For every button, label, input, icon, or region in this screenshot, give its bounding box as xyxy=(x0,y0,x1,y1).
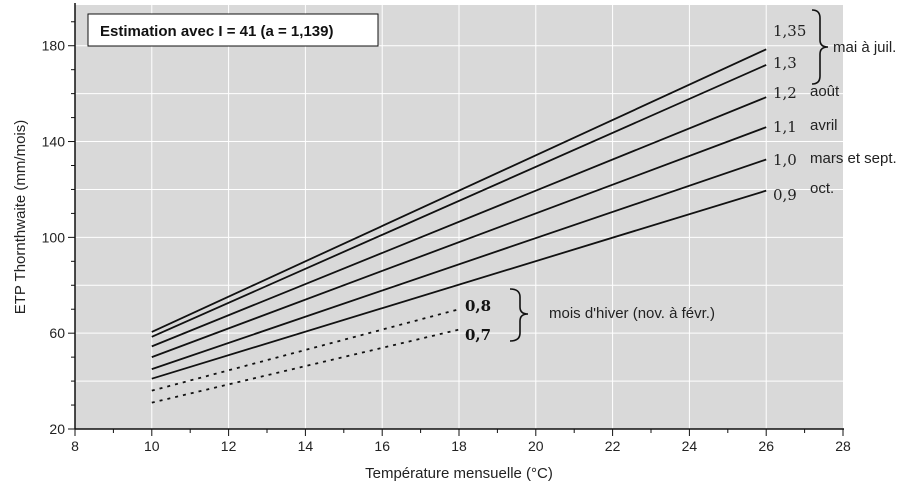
x-tick-label: 18 xyxy=(451,438,467,454)
brace-hiver xyxy=(509,288,529,342)
brace-mai-juil xyxy=(811,9,829,85)
annot-oct: oct. xyxy=(810,180,834,197)
series-line-1-2 xyxy=(151,96,767,348)
grid xyxy=(75,5,843,429)
label-1-0: 1,0 xyxy=(773,151,797,169)
series xyxy=(151,48,767,404)
x-tick-label: 16 xyxy=(374,438,390,454)
x-tick-label: 26 xyxy=(758,438,774,454)
ticks: 8 10 12 14 16 18 20 22 24 26 28 20 60 100 140 180 xyxy=(42,21,851,454)
label-0-8: 0,8 xyxy=(465,297,491,315)
x-tick-label: 14 xyxy=(298,438,314,454)
label-1-1: 1,1 xyxy=(773,118,797,136)
y-axis-title: ETP Thornthwaite (mm/mois) xyxy=(12,120,29,315)
title-box xyxy=(87,13,379,47)
x-tick-label: 12 xyxy=(221,438,237,454)
annot-mars: mars et sept. xyxy=(810,150,897,167)
label-0-9: 0,9 xyxy=(773,186,797,204)
x-tick-label: 28 xyxy=(835,438,851,454)
annot-mai: mai à juil. xyxy=(833,39,896,56)
x-tick-label: 10 xyxy=(144,438,160,454)
x-tick-label: 24 xyxy=(682,438,698,454)
chart-title: Estimation avec I = 41 (a = 1,139) xyxy=(100,23,333,40)
x-tick-label: 8 xyxy=(71,438,79,454)
series-line-1-1 xyxy=(151,126,767,358)
y-tick-label: 20 xyxy=(49,421,65,437)
series-line-1-35 xyxy=(151,48,767,333)
y-tick-label: 60 xyxy=(49,325,65,341)
annot-avril: avril xyxy=(810,117,838,134)
series-line-1-0 xyxy=(151,158,767,370)
y-tick-label: 100 xyxy=(42,229,66,245)
series-line-0-9 xyxy=(151,189,767,380)
x-tick-label: 20 xyxy=(528,438,544,454)
x-tick-label: 22 xyxy=(605,438,621,454)
label-1-2: 1,2 xyxy=(773,84,797,102)
x-axis-title: Température mensuelle (°C) xyxy=(365,465,553,482)
series-line-0-8 xyxy=(151,308,460,392)
label-1-3: 1,3 xyxy=(773,54,797,72)
annot-aout: août xyxy=(810,83,840,100)
label-1-35: 1,35 xyxy=(773,22,806,40)
y-tick-label: 180 xyxy=(42,38,66,54)
y-tick-label: 140 xyxy=(42,134,66,150)
label-0-7: 0,7 xyxy=(465,326,491,344)
series-line-1-3 xyxy=(151,64,767,338)
annot-hiver: mois d'hiver (nov. à févr.) xyxy=(549,305,715,322)
